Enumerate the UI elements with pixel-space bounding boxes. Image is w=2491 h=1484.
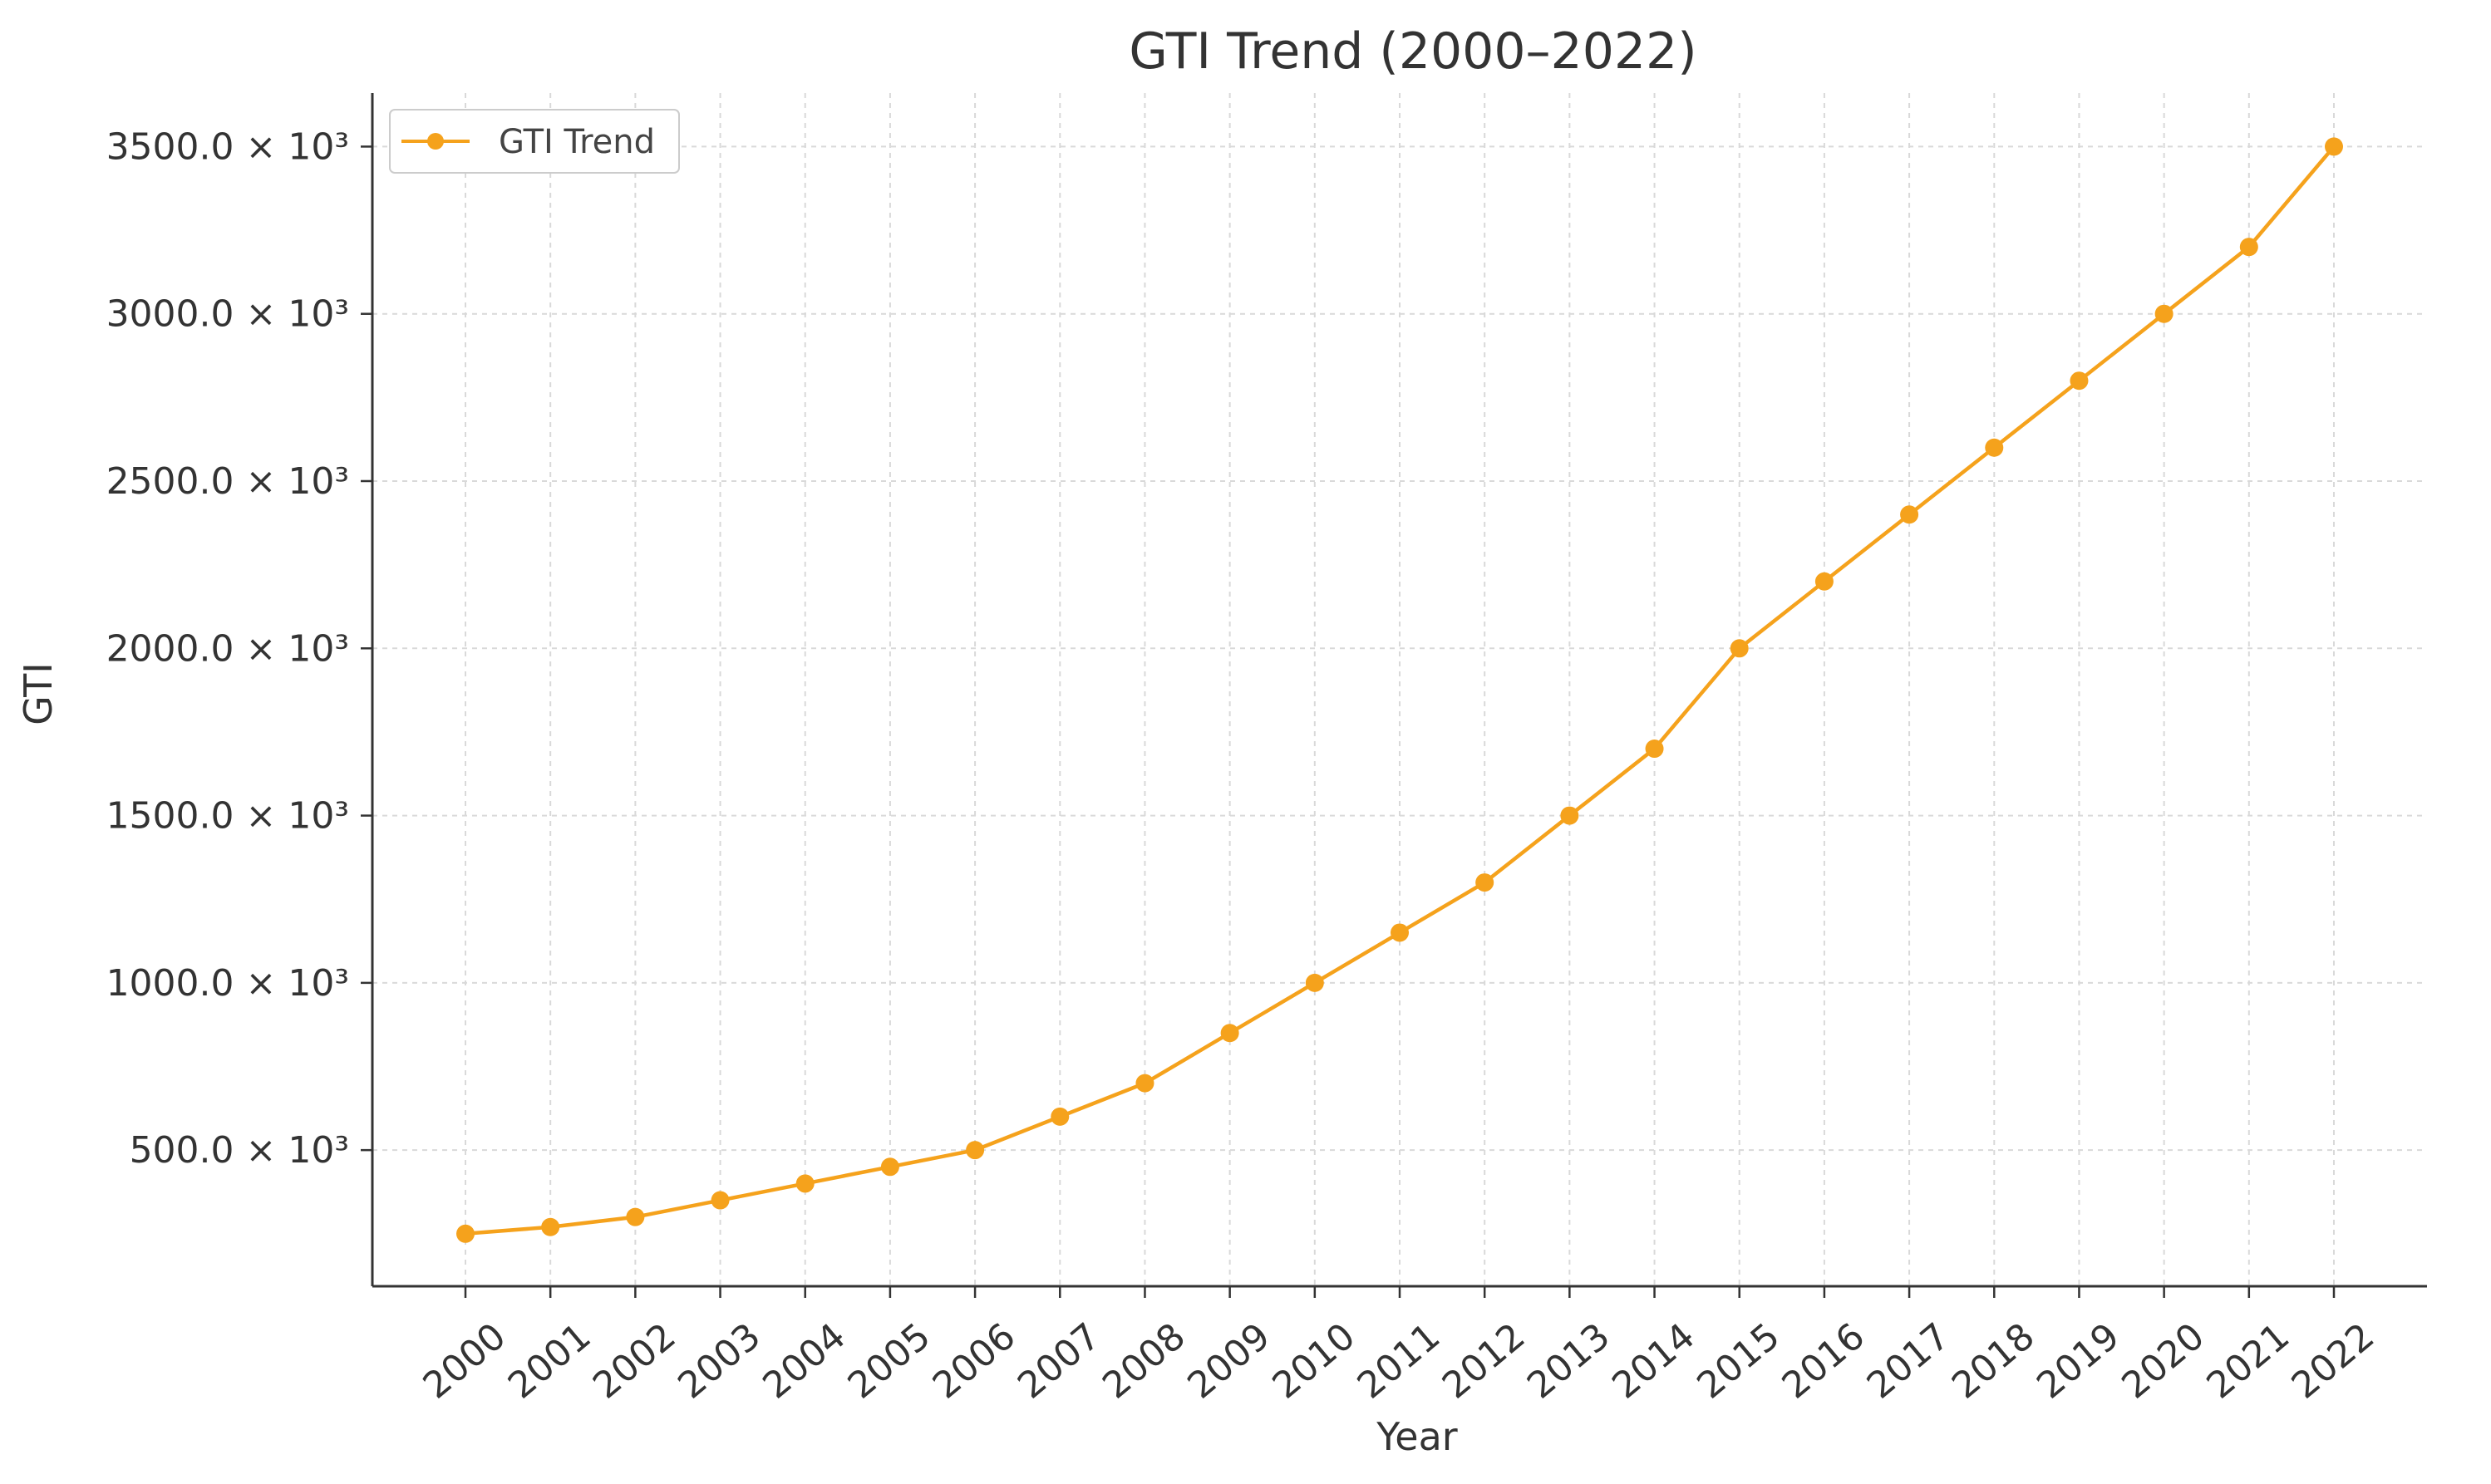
grid [372, 93, 2427, 1286]
legend: GTI Trend [389, 109, 680, 174]
data-point [966, 1141, 985, 1160]
y-axis-label: GTI [16, 662, 61, 725]
data-point [2154, 304, 2173, 323]
data-point [1051, 1107, 1070, 1126]
data-point [1900, 505, 1919, 524]
data-point [2325, 137, 2343, 156]
y-tick-label: 500.0 × 10³ [130, 1129, 349, 1172]
y-tick-label: 1500.0 × 10³ [106, 795, 349, 838]
y-tick-label: 3500.0 × 10³ [106, 125, 349, 168]
data-point [1135, 1074, 1154, 1093]
x-axis-label: Year [1376, 1414, 1457, 1459]
data-point [1730, 639, 1749, 658]
data-point [1305, 973, 1324, 992]
data-point [795, 1174, 815, 1193]
data-point [1645, 740, 1664, 759]
data-point [880, 1157, 899, 1177]
data-point [711, 1191, 730, 1210]
data-point [1475, 873, 1494, 892]
y-tick-label: 2500.0 × 10³ [106, 460, 349, 503]
data-point [1985, 438, 2004, 457]
data-point [1220, 1024, 1239, 1043]
legend-label: GTI Trend [499, 123, 655, 161]
chart-title: GTI Trend (2000–2022) [1129, 22, 1696, 81]
y-tick-label: 2000.0 × 10³ [106, 627, 349, 670]
data-point [1391, 923, 1409, 942]
data-point [541, 1217, 560, 1236]
data-point [2239, 238, 2258, 257]
legend-marker [427, 133, 444, 150]
data-point [2070, 371, 2089, 391]
data-point [456, 1224, 475, 1243]
y-tick-label: 3000.0 × 10³ [106, 293, 349, 336]
y-tick-label: 1000.0 × 10³ [106, 962, 349, 1005]
series-layer [456, 137, 2343, 1243]
data-point [1560, 806, 1579, 825]
axes [361, 93, 2427, 1298]
legend-box [389, 109, 680, 174]
data-point [626, 1207, 645, 1226]
data-point [1814, 572, 1834, 591]
